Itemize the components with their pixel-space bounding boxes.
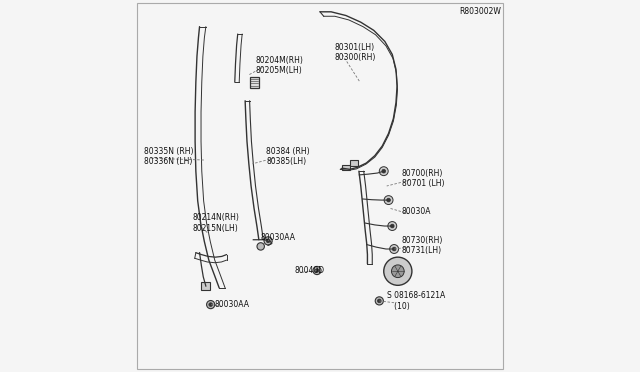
Circle shape	[207, 301, 215, 309]
Circle shape	[264, 237, 272, 245]
Circle shape	[388, 222, 397, 231]
Text: 80030AA: 80030AA	[214, 300, 250, 309]
Circle shape	[392, 265, 404, 278]
Text: 80335N (RH)
80336N (LH): 80335N (RH) 80336N (LH)	[144, 147, 193, 166]
Circle shape	[384, 257, 412, 285]
Circle shape	[384, 196, 393, 205]
Text: 80214N(RH)
80215N(LH): 80214N(RH) 80215N(LH)	[192, 214, 239, 233]
Circle shape	[375, 297, 383, 305]
Circle shape	[390, 224, 394, 228]
Circle shape	[316, 269, 319, 272]
Bar	[250, 77, 259, 88]
Text: R803002W: R803002W	[460, 7, 502, 16]
Text: S 08168-6121A
   (10): S 08168-6121A (10)	[387, 291, 445, 311]
Circle shape	[257, 243, 264, 250]
Text: 80030A: 80030A	[401, 208, 431, 217]
Bar	[202, 282, 211, 290]
Circle shape	[382, 169, 385, 173]
Text: 80730(RH)
80731(LH): 80730(RH) 80731(LH)	[401, 235, 443, 255]
Circle shape	[313, 266, 321, 275]
Circle shape	[378, 299, 381, 303]
Circle shape	[266, 239, 270, 243]
Text: 80384 (RH)
80385(LH): 80384 (RH) 80385(LH)	[266, 147, 310, 166]
Text: 80204M(RH)
80205M(LH): 80204M(RH) 80205M(LH)	[255, 56, 303, 75]
Circle shape	[380, 167, 388, 176]
Text: 80030AA: 80030AA	[260, 233, 296, 243]
Circle shape	[392, 247, 396, 251]
Text: 80700(RH)
80701 (LH): 80700(RH) 80701 (LH)	[401, 169, 444, 188]
Circle shape	[390, 244, 399, 253]
Bar	[342, 164, 349, 170]
Bar	[350, 160, 358, 166]
Circle shape	[387, 198, 390, 202]
Text: 80040D: 80040D	[294, 266, 324, 275]
Circle shape	[209, 303, 212, 307]
Text: 80301(LH)
80300(RH): 80301(LH) 80300(RH)	[335, 43, 376, 62]
